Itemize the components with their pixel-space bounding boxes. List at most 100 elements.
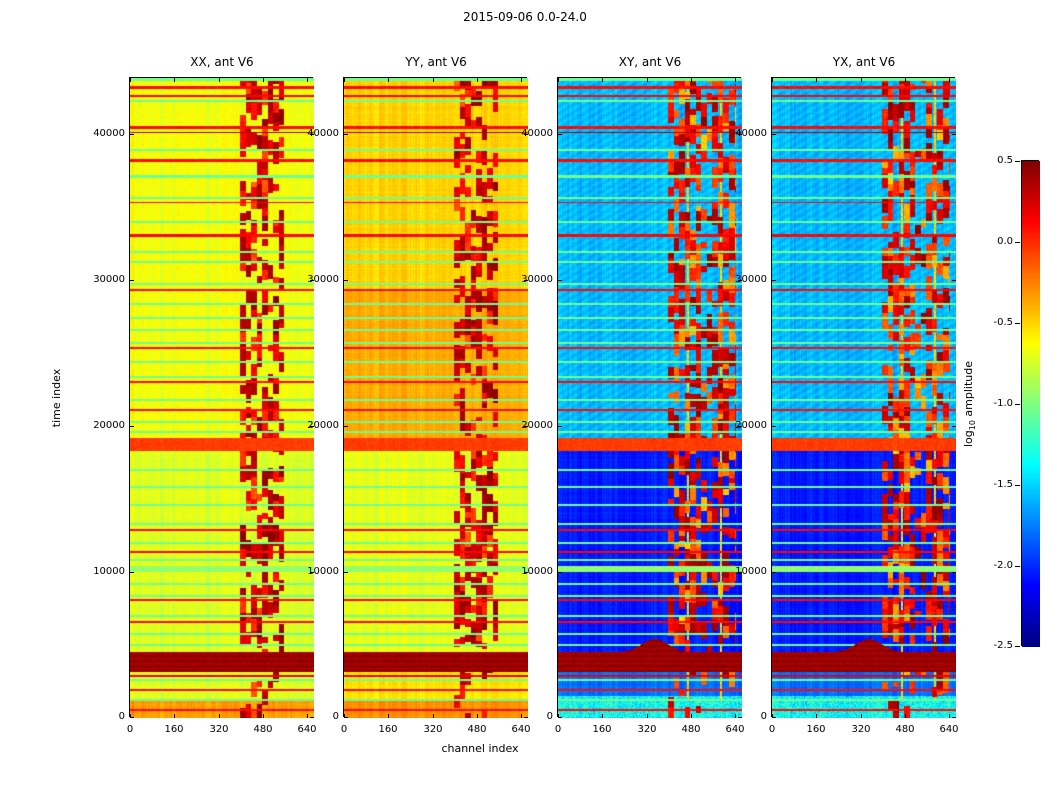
tick-mark <box>174 714 175 718</box>
y-tick-label: 20000 <box>735 420 767 431</box>
colorbar-gradient-canvas <box>1022 161 1040 647</box>
tick-mark <box>738 280 742 281</box>
tick-mark <box>772 134 776 135</box>
y-tick-label: 20000 <box>307 420 339 431</box>
colorbar-tick-label: -1.5 <box>993 479 1013 490</box>
tick-mark <box>524 717 528 718</box>
tick-mark <box>952 717 956 718</box>
colorbar-tick-label: 0.5 <box>997 155 1013 166</box>
tick-mark <box>949 78 950 82</box>
tick-mark <box>691 714 692 718</box>
tick-mark <box>558 426 562 427</box>
colorbar-tick-mark <box>1015 323 1020 324</box>
tick-mark <box>735 78 736 82</box>
x-tick-label: 480 <box>681 724 701 735</box>
tick-mark <box>772 714 773 718</box>
tick-mark <box>647 78 648 82</box>
tick-mark <box>344 280 348 281</box>
tick-mark <box>738 426 742 427</box>
colorbar-tick-label: -1.0 <box>993 398 1013 409</box>
tick-mark <box>219 78 220 82</box>
heatmap-canvas-yx <box>772 78 956 718</box>
tick-mark <box>738 572 742 573</box>
tick-mark <box>344 717 348 718</box>
y-tick-label: 20000 <box>521 420 553 431</box>
x-tick-label: 480 <box>895 724 915 735</box>
x-tick-label: 640 <box>297 724 317 735</box>
y-tick-label: 30000 <box>521 274 553 285</box>
x-tick-label: 160 <box>378 724 398 735</box>
tick-mark <box>861 714 862 718</box>
x-tick-label: 480 <box>467 724 487 735</box>
y-tick-label: 0 <box>760 711 767 722</box>
tick-mark <box>861 78 862 82</box>
y-tick-label: 40000 <box>735 128 767 139</box>
tick-mark <box>477 714 478 718</box>
figure-title: 2015-09-06 0.0-24.0 <box>463 10 587 24</box>
tick-mark <box>524 572 528 573</box>
tick-mark <box>130 78 131 82</box>
colorbar-tick-mark <box>1015 242 1020 243</box>
tick-mark <box>344 78 345 82</box>
tick-mark <box>433 714 434 718</box>
tick-mark <box>558 572 562 573</box>
colorbar-label-prefix: log <box>962 430 975 448</box>
tick-mark <box>310 426 314 427</box>
tick-mark <box>344 714 345 718</box>
tick-mark <box>738 717 742 718</box>
tick-mark <box>307 78 308 82</box>
tick-mark <box>388 714 389 718</box>
tick-mark <box>772 717 776 718</box>
x-tick-label: 640 <box>511 724 531 735</box>
tick-mark <box>263 78 264 82</box>
tick-mark <box>219 714 220 718</box>
tick-mark <box>772 78 773 82</box>
tick-mark <box>524 280 528 281</box>
x-tick-label: 0 <box>126 724 134 735</box>
tick-mark <box>952 134 956 135</box>
colorbar-tick-mark <box>1015 566 1020 567</box>
tick-mark <box>130 134 134 135</box>
tick-mark <box>521 714 522 718</box>
tick-mark <box>307 714 308 718</box>
y-tick-label: 10000 <box>93 566 125 577</box>
tick-mark <box>952 280 956 281</box>
heatmap-canvas-yy <box>344 78 528 718</box>
y-tick-label: 10000 <box>307 566 339 577</box>
tick-mark <box>524 134 528 135</box>
tick-mark <box>905 78 906 82</box>
heatmap-panel-yx: YX, ant V6 0 160 320 480 640 0 10000 20000 30000… <box>735 55 958 735</box>
y-tick-label: 0 <box>118 711 125 722</box>
x-tick-label: 160 <box>806 724 826 735</box>
panel-title-yx: YX, ant V6 <box>832 55 896 69</box>
colorbar-tick-label: -0.5 <box>993 317 1013 328</box>
x-tick-label: 0 <box>768 724 776 735</box>
tick-mark <box>130 426 134 427</box>
y-axis-label: time index <box>50 368 63 428</box>
panel-title-yy: YY, ant V6 <box>405 55 467 69</box>
tick-mark <box>952 572 956 573</box>
tick-mark <box>772 280 776 281</box>
tick-mark <box>558 714 559 718</box>
tick-mark <box>558 717 562 718</box>
x-tick-label: 320 <box>423 724 443 735</box>
tick-mark <box>691 78 692 82</box>
y-tick-label: 20000 <box>93 420 125 431</box>
x-tick-label: 480 <box>253 724 273 735</box>
tick-mark <box>738 134 742 135</box>
heatmap-canvas-xx <box>130 78 314 718</box>
x-tick-label: 0 <box>340 724 348 735</box>
tick-mark <box>263 714 264 718</box>
panel-title-xy: XY, ant V6 <box>618 55 682 69</box>
tick-mark <box>174 78 175 82</box>
y-tick-label: 30000 <box>307 274 339 285</box>
tick-mark <box>388 78 389 82</box>
colorbar-tick-mark <box>1015 485 1020 486</box>
tick-mark <box>310 717 314 718</box>
tick-mark <box>558 280 562 281</box>
tick-mark <box>952 426 956 427</box>
x-tick-label: 640 <box>725 724 745 735</box>
tick-mark <box>130 572 134 573</box>
tick-mark <box>344 426 348 427</box>
y-tick-label: 10000 <box>735 566 767 577</box>
